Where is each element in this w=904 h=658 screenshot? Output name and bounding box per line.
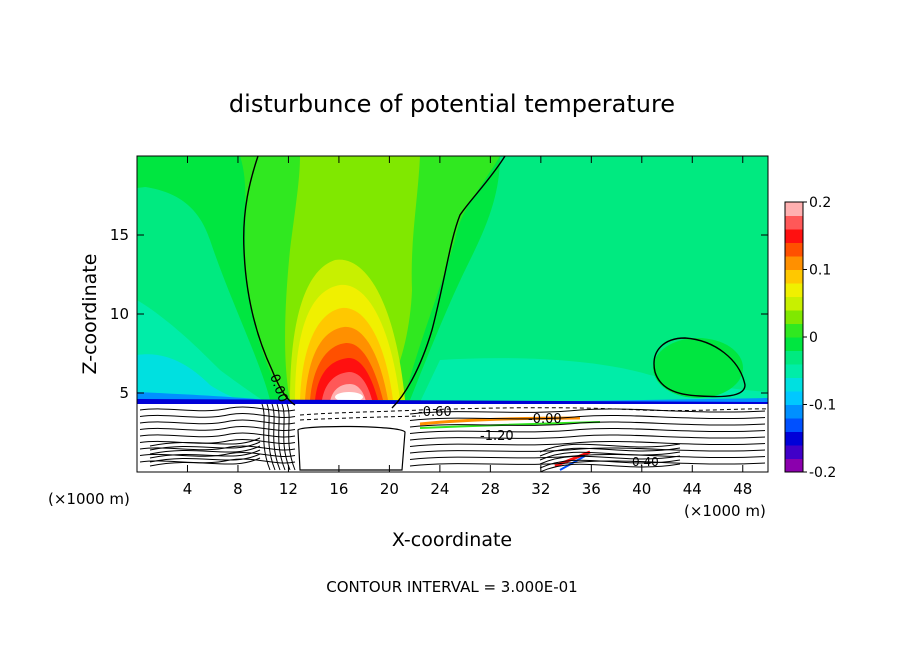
contour-line-left	[139, 406, 296, 412]
x-tick-label: 40	[632, 480, 651, 498]
y-axis-label: Z-coordinate	[79, 254, 101, 375]
colorbar-segment	[785, 418, 803, 432]
contour-line-right	[409, 453, 766, 460]
void-box	[297, 425, 406, 471]
zero-contour-closed	[653, 337, 746, 398]
plot-field	[137, 156, 768, 472]
contour-line-swirl-right	[539, 451, 681, 461]
contour-line-swirl-right	[539, 443, 681, 453]
x-tick-label: 24	[430, 480, 449, 498]
contour-line-vertical	[286, 403, 296, 471]
contour-line-right	[409, 427, 766, 434]
contour-line-right	[409, 408, 766, 415]
contour-line-swirl-right	[539, 447, 681, 457]
colorbar-tick-label: -0.1	[809, 398, 836, 414]
colorbar-segment	[785, 350, 803, 365]
colorbar: 0.2 0.1 0 -0.1 -0.2	[784, 195, 836, 481]
colorbar-tick-label: -0.2	[809, 465, 836, 481]
contour-line-left	[139, 426, 296, 431]
contour-line-vertical	[261, 403, 271, 471]
x-tick-label: 36	[582, 480, 601, 498]
colorbar-segment	[785, 283, 803, 297]
x-axis-ticks: 4 8 12 16 20 24 28 32 36 40 44 48	[183, 156, 752, 498]
lower-contours	[139, 403, 766, 472]
warm-core	[335, 392, 363, 402]
colorbar-segment	[785, 458, 803, 473]
contour-line-vertical	[266, 403, 276, 471]
x-tick-label: 16	[329, 480, 348, 498]
x-tick-label: 12	[279, 480, 298, 498]
field-blob-right	[653, 338, 743, 398]
x-unit-right: (×1000 m)	[684, 502, 766, 520]
colorbar-segment	[785, 445, 803, 459]
colorbar-segment	[785, 229, 803, 243]
x-tick-label: 4	[183, 480, 193, 498]
contour-line-swirl-right	[539, 459, 681, 469]
contour-label: 0.40	[632, 455, 659, 469]
colorbar-tick-label: 0	[809, 330, 818, 346]
colorbar-segment	[785, 364, 803, 378]
contour-line-left	[139, 419, 296, 425]
zero-contour-plume-right	[391, 156, 506, 409]
contour-interval-note: CONTOUR INTERVAL = 3.000E-01	[326, 578, 577, 596]
contour-line-right	[409, 447, 766, 454]
contour-line-vertical	[276, 403, 286, 471]
y-tick-label: 10	[110, 305, 129, 323]
contour-line-right	[409, 421, 766, 428]
colorbar-tick-label: 0.2	[809, 195, 831, 211]
contour-line-swirl	[149, 453, 261, 463]
x-tick-label: 20	[380, 480, 399, 498]
contour-line-left	[139, 439, 296, 444]
dashed-contour-2	[299, 415, 421, 421]
contour-label: -1.20	[480, 429, 514, 444]
colorbar-segment	[785, 377, 803, 392]
contour-line-swirl	[149, 445, 261, 455]
x-tick-label: 8	[233, 480, 243, 498]
colorbar-segment	[785, 215, 803, 230]
colorbar-segment	[785, 337, 803, 351]
contour-line-right	[409, 414, 766, 421]
contour-line-left	[139, 413, 296, 418]
colorbar-segment	[785, 256, 803, 270]
colorbar-segment	[785, 242, 803, 257]
x-tick-label: 44	[683, 480, 702, 498]
colorbar-segment	[785, 431, 803, 446]
chart-title: disturbunce of potential temperature	[229, 90, 675, 118]
y-axis-ticks: 5 10 15	[110, 226, 768, 402]
x-tick-label: 28	[481, 480, 500, 498]
contour-label: -0.00	[528, 412, 562, 427]
x-axis-label: X-coordinate	[392, 529, 512, 551]
colorbar-segment	[785, 323, 803, 338]
contour-line-vertical	[271, 403, 281, 471]
colorbar-segment	[785, 391, 803, 405]
contour-line-swirl	[149, 437, 261, 447]
y-tick-label: 5	[119, 384, 129, 402]
contour-label: -0.60	[418, 405, 452, 420]
contour-line-right	[409, 440, 766, 447]
contour-line-swirl	[149, 441, 261, 451]
colorbar-segment	[785, 404, 803, 419]
x-tick-label: 48	[733, 480, 752, 498]
field-band-cool-left-3	[137, 354, 245, 402]
zero-contour-plume	[242, 156, 296, 406]
contour-line-right	[409, 460, 766, 467]
field-band-green-topleft	[137, 156, 210, 188]
colorbar-segment	[785, 310, 803, 324]
x-unit-left: (×1000 m)	[48, 490, 130, 508]
x-tick-label: 32	[531, 480, 550, 498]
colorbar-segment	[785, 269, 803, 284]
y-tick-label: 15	[110, 226, 129, 244]
contour-line-left	[139, 432, 296, 438]
colorbar-tick-label: 0.1	[809, 263, 831, 279]
contour-line-swirl-right	[539, 455, 681, 465]
contour-line-swirl	[149, 457, 261, 467]
colorbar-segment	[785, 296, 803, 311]
contour-line-right	[409, 434, 766, 441]
contour-line-vertical	[281, 403, 291, 471]
contour-line-swirl	[149, 449, 261, 459]
colorbar-segment	[785, 202, 803, 216]
contour-line-swirl-right	[539, 463, 681, 472]
